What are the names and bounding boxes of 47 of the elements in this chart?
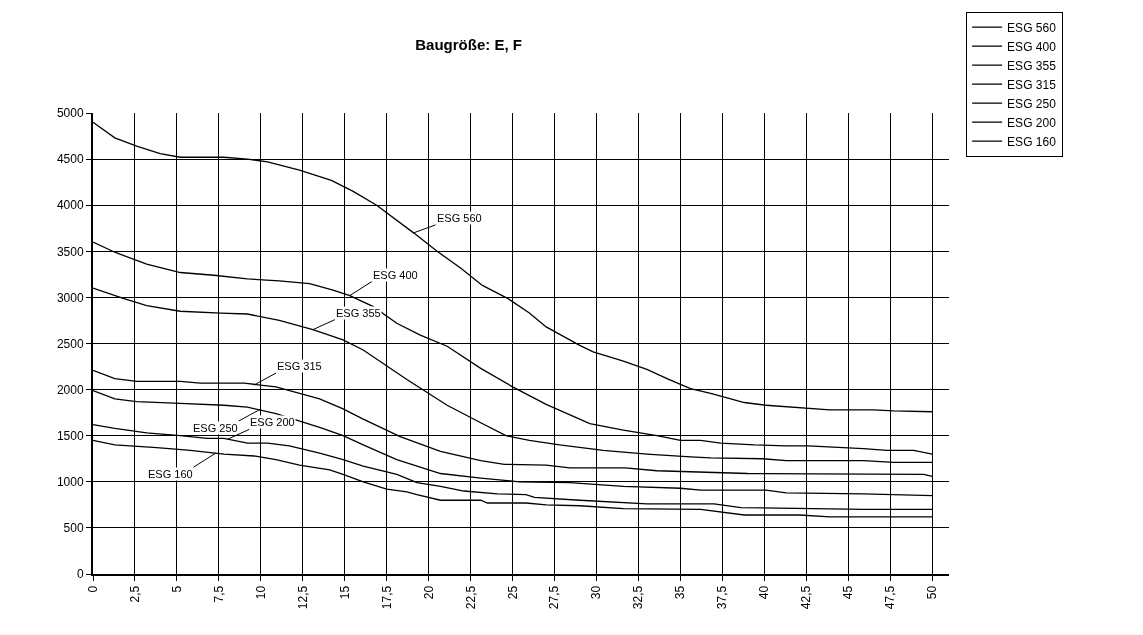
legend-label: ESG 160 [1007,134,1057,149]
x-tick-label: 27,5 [547,585,562,610]
annotation: ESG 560 [437,212,482,224]
x-tick-label: 0 [85,585,100,593]
legend-label: ESG 315 [1007,77,1057,92]
x-tick-label: 47,5 [883,585,898,610]
x-tick-label: 37,5 [715,585,730,610]
x-tick-label: 10 [253,585,268,600]
x-tick-label: 40 [757,585,772,600]
y-tick-label: 3000 [56,290,84,305]
legend-label: ESG 250 [1007,96,1057,111]
y-tick-label: 2000 [56,382,84,397]
x-tick-label: 2,5 [127,585,142,603]
y-tick-label: 500 [63,521,84,536]
annotation: ESG 160 [148,468,193,480]
x-tick-label: 15 [337,585,352,600]
x-tick-label: 45 [841,585,856,600]
x-tick-label: 32,5 [631,585,646,610]
y-tick-label: 0 [76,567,84,582]
x-tick-label: 22,5 [463,585,478,610]
x-tick-label: 12,5 [295,585,310,610]
annotation: ESG 250 [193,422,238,434]
legend-label: ESG 400 [1007,39,1057,54]
y-tick-label: 1000 [56,475,84,489]
y-tick-label: 1500 [56,428,84,443]
y-tick-label: 5000 [56,106,84,121]
y-tick-label: 4000 [56,198,84,213]
x-tick-label: 5 [169,585,184,593]
x-tick-label: 42,5 [799,585,814,610]
x-tick-label: 25 [505,585,520,600]
legend-label: ESG 560 [1007,20,1057,35]
legend-label: ESG 200 [1007,115,1057,130]
x-tick-label: 30 [589,585,604,600]
x-tick-label: 17,5 [379,585,394,610]
legend-label: ESG 355 [1007,58,1057,73]
chart-title: Baugröße: E, F [415,35,522,53]
y-tick-label: 3500 [56,244,84,259]
x-tick-label: 35 [673,585,688,600]
annotation: ESG 355 [336,307,381,319]
x-tick-label: 20 [421,585,436,600]
annotation: ESG 315 [277,360,322,372]
annotation: ESG 200 [250,416,295,428]
annotation: ESG 400 [373,269,418,281]
x-tick-label: 7,5 [211,585,226,603]
y-tick-label: 2500 [56,336,84,351]
x-tick-label: 50 [925,585,940,600]
y-tick-label: 4500 [56,152,84,167]
